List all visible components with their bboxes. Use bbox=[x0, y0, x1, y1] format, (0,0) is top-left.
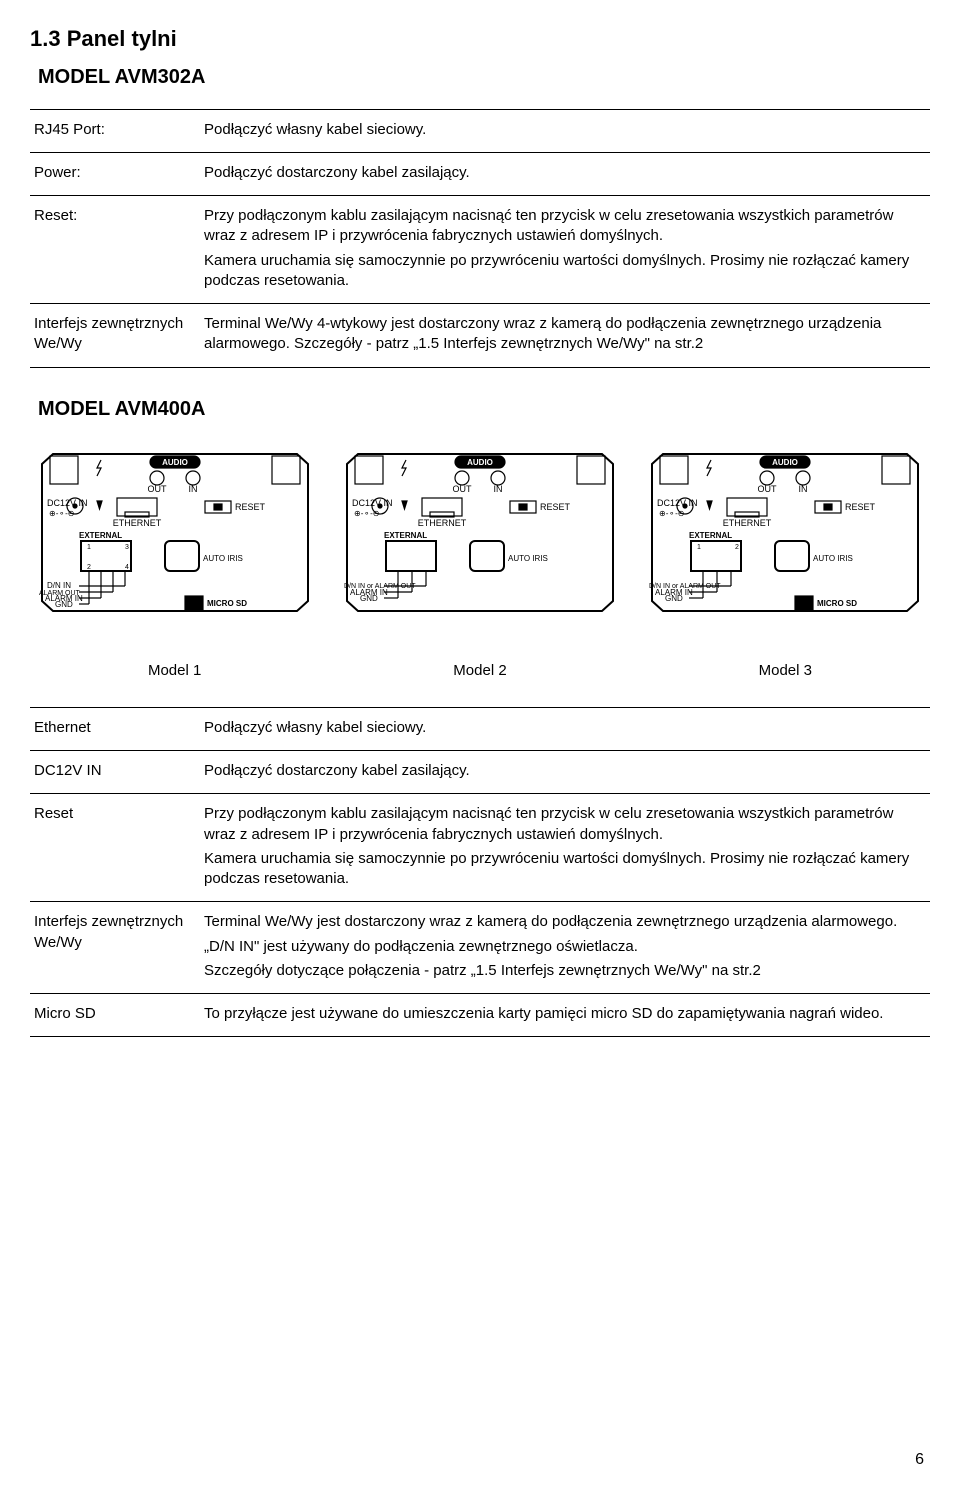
panel-label-2: Model 2 bbox=[453, 661, 506, 681]
svg-text:⊕-⚬-⊖: ⊕-⚬-⊖ bbox=[659, 509, 684, 518]
svg-text:4: 4 bbox=[125, 564, 129, 571]
svg-text:AUTO IRIS: AUTO IRIS bbox=[813, 554, 853, 563]
svg-text:D/N IN: D/N IN bbox=[47, 581, 71, 590]
row-key: Interfejs zewnętrznych We/Wy bbox=[30, 304, 200, 368]
rear-panel-svg-3: AUDIO OUT IN DC12V IN ⊕-⚬-⊖ ETHERNET RES… bbox=[645, 441, 925, 651]
row-val: Terminal We/Wy 4-wtykowy jest dostarczon… bbox=[200, 304, 930, 368]
row-val: Podłączyć dostarczony kabel zasilający. bbox=[200, 152, 930, 195]
panel-label-3: Model 3 bbox=[759, 661, 812, 681]
row-val: Przy podłączonym kablu zasilającym nacis… bbox=[200, 196, 930, 304]
svg-text:RESET: RESET bbox=[540, 502, 571, 512]
row-val: Terminal We/Wy jest dostarczony wraz z k… bbox=[200, 902, 930, 994]
row-key: Reset: bbox=[30, 196, 200, 304]
table-row: Ethernet Podłączyć własny kabel sieciowy… bbox=[30, 707, 930, 750]
row-val: To przyłącze jest używane do umieszczeni… bbox=[200, 994, 930, 1037]
svg-text:1: 1 bbox=[697, 544, 701, 551]
svg-text:IN: IN bbox=[188, 484, 197, 494]
panel-model-2: AUDIO OUT IN DC12V IN ⊕-⚬-⊖ ETHERNET RES… bbox=[335, 441, 624, 681]
svg-text:ETHERNET: ETHERNET bbox=[418, 518, 467, 528]
table-row: Interfejs zewnętrznych We/Wy Terminal We… bbox=[30, 902, 930, 994]
panel-model-1: AUDIO OUT IN DC12V IN ⊕-⚬-⊖ ETHERNET RES… bbox=[30, 441, 319, 681]
svg-text:OUT: OUT bbox=[758, 484, 778, 494]
svg-text:2: 2 bbox=[87, 564, 91, 571]
svg-text:2: 2 bbox=[735, 544, 739, 551]
row-key: Interfejs zewnętrznych We/Wy bbox=[30, 902, 200, 994]
svg-text:AUTO IRIS: AUTO IRIS bbox=[203, 554, 243, 563]
rear-panel-svg-2: AUDIO OUT IN DC12V IN ⊕-⚬-⊖ ETHERNET RES… bbox=[340, 441, 620, 651]
table-row: Reset Przy podłączonym kablu zasilającym… bbox=[30, 794, 930, 902]
svg-text:IN: IN bbox=[799, 484, 808, 494]
svg-text:AUTO IRIS: AUTO IRIS bbox=[508, 554, 548, 563]
svg-text:DC12V IN: DC12V IN bbox=[657, 498, 698, 508]
svg-text:EXTERNAL: EXTERNAL bbox=[689, 531, 732, 540]
svg-text:GND: GND bbox=[360, 594, 378, 603]
svg-text:EXTERNAL: EXTERNAL bbox=[384, 531, 427, 540]
svg-text:DC12V IN: DC12V IN bbox=[47, 498, 88, 508]
svg-text:GND: GND bbox=[665, 594, 683, 603]
svg-text:OUT: OUT bbox=[147, 484, 167, 494]
svg-text:OUT: OUT bbox=[452, 484, 472, 494]
row-key: Micro SD bbox=[30, 994, 200, 1037]
panel-diagram-row: AUDIO OUT IN DC12V IN ⊕-⚬-⊖ ETHERNET RES… bbox=[30, 441, 930, 681]
section-title: 1.3 Panel tylni bbox=[30, 24, 930, 54]
row-key: Reset bbox=[30, 794, 200, 902]
panel-label-1: Model 1 bbox=[148, 661, 201, 681]
table-row: Power: Podłączyć dostarczony kabel zasil… bbox=[30, 152, 930, 195]
row-val: Podłączyć dostarczony kabel zasilający. bbox=[200, 751, 930, 794]
svg-text:IN: IN bbox=[493, 484, 502, 494]
table-row: Interfejs zewnętrznych We/Wy Terminal We… bbox=[30, 304, 930, 368]
svg-text:EXTERNAL: EXTERNAL bbox=[79, 531, 122, 540]
page-number: 6 bbox=[915, 1449, 924, 1471]
model-heading-2: MODEL AVM400A bbox=[38, 396, 930, 423]
svg-text:⊕-⚬-⊖: ⊕-⚬-⊖ bbox=[49, 509, 74, 518]
row-val: Przy podłączonym kablu zasilającym nacis… bbox=[200, 794, 930, 902]
svg-text:AUDIO: AUDIO bbox=[772, 458, 798, 467]
row-key: Ethernet bbox=[30, 707, 200, 750]
svg-text:3: 3 bbox=[125, 544, 129, 551]
table-model-avm302a: RJ45 Port: Podłączyć własny kabel siecio… bbox=[30, 109, 930, 368]
table-model-avm400a: Ethernet Podłączyć własny kabel sieciowy… bbox=[30, 707, 930, 1038]
svg-text:MICRO SD: MICRO SD bbox=[817, 599, 857, 608]
svg-text:MICRO SD: MICRO SD bbox=[207, 599, 247, 608]
svg-text:DC12V IN: DC12V IN bbox=[352, 498, 393, 508]
row-val: Podłączyć własny kabel sieciowy. bbox=[200, 109, 930, 152]
table-row: DC12V IN Podłączyć dostarczony kabel zas… bbox=[30, 751, 930, 794]
svg-text:ETHERNET: ETHERNET bbox=[723, 518, 772, 528]
row-key: DC12V IN bbox=[30, 751, 200, 794]
rear-panel-svg-1: AUDIO OUT IN DC12V IN ⊕-⚬-⊖ ETHERNET RES… bbox=[35, 441, 315, 651]
svg-text:AUDIO: AUDIO bbox=[162, 458, 188, 467]
svg-text:1: 1 bbox=[87, 544, 91, 551]
table-row: RJ45 Port: Podłączyć własny kabel siecio… bbox=[30, 109, 930, 152]
row-key: RJ45 Port: bbox=[30, 109, 200, 152]
svg-text:GND: GND bbox=[55, 600, 73, 609]
model-heading-1: MODEL AVM302A bbox=[38, 64, 930, 91]
svg-text:AUDIO: AUDIO bbox=[467, 458, 493, 467]
table-row: Micro SD To przyłącze jest używane do um… bbox=[30, 994, 930, 1037]
svg-text:ETHERNET: ETHERNET bbox=[112, 518, 161, 528]
row-key: Power: bbox=[30, 152, 200, 195]
panel-model-3: AUDIO OUT IN DC12V IN ⊕-⚬-⊖ ETHERNET RES… bbox=[641, 441, 930, 681]
svg-text:RESET: RESET bbox=[235, 502, 266, 512]
svg-text:RESET: RESET bbox=[845, 502, 876, 512]
svg-text:⊕-⚬-⊖: ⊕-⚬-⊖ bbox=[354, 509, 379, 518]
row-val: Podłączyć własny kabel sieciowy. bbox=[200, 707, 930, 750]
table-row: Reset: Przy podłączonym kablu zasilający… bbox=[30, 196, 930, 304]
